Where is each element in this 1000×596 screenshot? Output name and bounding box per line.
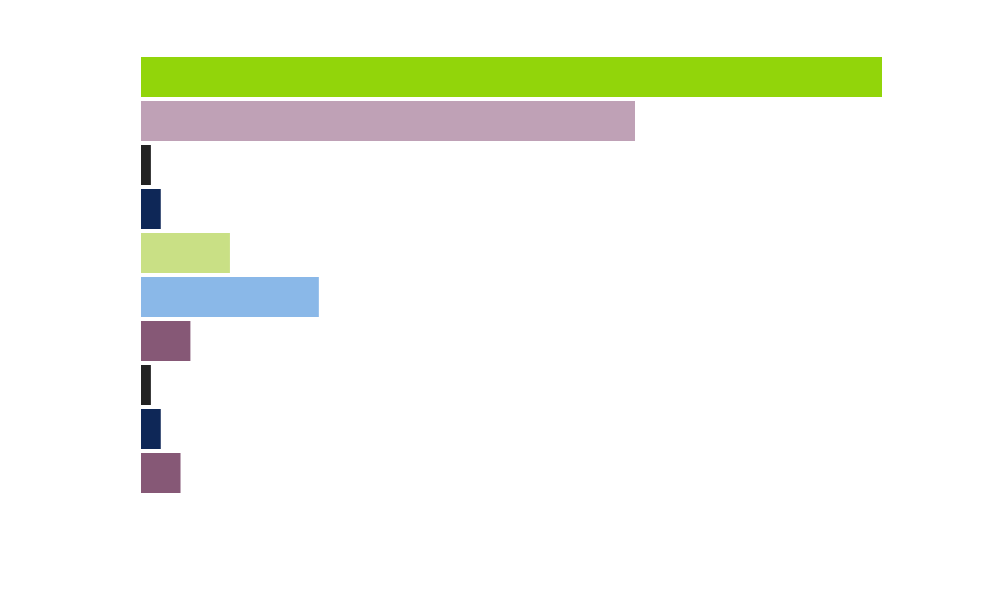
bars-group bbox=[141, 57, 882, 493]
bar-7 bbox=[141, 321, 191, 361]
bar-2 bbox=[141, 101, 635, 141]
bar-3 bbox=[141, 145, 151, 185]
bar-9 bbox=[141, 409, 161, 449]
bar-6 bbox=[141, 277, 319, 317]
bar-4 bbox=[141, 189, 161, 229]
bar-10 bbox=[141, 453, 181, 493]
bar-5 bbox=[141, 233, 230, 273]
bar-1 bbox=[141, 57, 882, 97]
bar-8 bbox=[141, 365, 151, 405]
